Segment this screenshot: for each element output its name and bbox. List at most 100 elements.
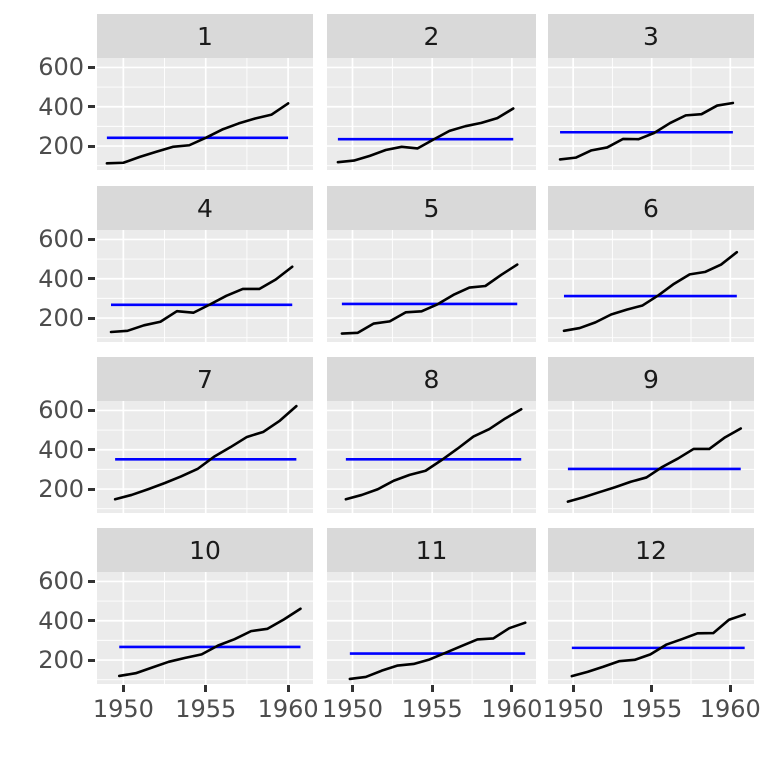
data-line bbox=[562, 250, 739, 333]
facet-strip: 11 bbox=[327, 528, 536, 572]
facet-label: 5 bbox=[423, 193, 440, 223]
y-axis-tick-label: 200 bbox=[38, 132, 84, 161]
x-axis-tick-mark bbox=[121, 685, 125, 692]
data-line bbox=[348, 621, 527, 681]
x-axis-tick-label: 1950 bbox=[321, 695, 384, 723]
facet-panel-svg bbox=[548, 58, 754, 170]
x-axis-tick-mark bbox=[728, 685, 732, 692]
facet-strip: 1 bbox=[97, 14, 313, 58]
facet-strip: 7 bbox=[97, 357, 313, 401]
x-axis-tick-label: 1960 bbox=[699, 695, 761, 723]
facet-label: 11 bbox=[415, 535, 448, 565]
facet-panel-svg bbox=[548, 230, 754, 342]
y-axis-tick-mark bbox=[88, 408, 95, 412]
y-axis-tick-mark bbox=[88, 237, 95, 241]
facet-panel-svg bbox=[327, 230, 536, 342]
y-axis-tick-label: 200 bbox=[38, 475, 84, 504]
data-line bbox=[109, 265, 294, 334]
data-line bbox=[566, 427, 743, 503]
y-axis-tick-mark bbox=[88, 619, 95, 623]
y-axis-tick-label: 600 bbox=[38, 225, 84, 254]
facet-strip: 3 bbox=[548, 14, 754, 58]
facet-panel-svg bbox=[97, 230, 313, 342]
facet-cell: 7 bbox=[97, 357, 313, 513]
data-line bbox=[558, 101, 735, 161]
facet-label: 10 bbox=[189, 535, 221, 565]
y-axis-tick-label: 200 bbox=[38, 646, 84, 675]
x-axis-tick-mark bbox=[351, 685, 354, 692]
facet-cell: 4 bbox=[97, 186, 313, 342]
facet-label: 12 bbox=[635, 535, 667, 565]
y-axis-tick-mark bbox=[88, 448, 95, 452]
y-axis-tick-mark bbox=[88, 277, 95, 281]
x-axis-tick-mark bbox=[571, 685, 575, 692]
data-line bbox=[570, 613, 746, 678]
facet-label: 9 bbox=[643, 364, 659, 394]
y-axis-tick-mark bbox=[88, 579, 95, 583]
facet-strip: 8 bbox=[327, 357, 536, 401]
facet-strip: 12 bbox=[548, 528, 754, 572]
data-line bbox=[113, 404, 298, 501]
facet-panel-svg bbox=[97, 572, 313, 684]
facet-panel-svg bbox=[327, 58, 536, 170]
y-axis-tick-label: 600 bbox=[38, 567, 84, 596]
facet-panel-svg bbox=[327, 572, 536, 684]
facet-strip: 2 bbox=[327, 14, 536, 58]
y-axis-tick-mark bbox=[88, 144, 95, 148]
data-line bbox=[105, 102, 290, 165]
x-axis-tick-label: 1955 bbox=[621, 695, 683, 723]
x-axis-tick-label: 1960 bbox=[481, 695, 543, 723]
facet-strip: 10 bbox=[97, 528, 313, 572]
facet-cell: 12 bbox=[548, 528, 754, 684]
facet-cell: 9 bbox=[548, 357, 754, 513]
x-axis-tick-label: 1950 bbox=[542, 695, 604, 723]
x-axis-tick-mark bbox=[286, 685, 290, 692]
y-axis-tick-label: 400 bbox=[38, 92, 84, 121]
x-axis-tick-mark bbox=[204, 685, 208, 692]
y-axis-tick-label: 600 bbox=[38, 53, 84, 82]
facet-label: 6 bbox=[643, 193, 659, 223]
facet-panel-svg bbox=[97, 401, 313, 513]
facet-panel-svg bbox=[548, 572, 754, 684]
facet-label: 3 bbox=[643, 21, 659, 51]
facet-cell: 6 bbox=[548, 186, 754, 342]
x-axis-tick-label: 1955 bbox=[401, 695, 463, 723]
x-axis-tick-mark bbox=[650, 685, 654, 692]
y-axis-tick-mark bbox=[88, 658, 95, 662]
data-line bbox=[117, 607, 302, 678]
y-axis-tick-label: 600 bbox=[38, 396, 84, 425]
facet-strip: 5 bbox=[327, 186, 536, 230]
facet-cell: 8 bbox=[327, 357, 536, 513]
facet-label: 7 bbox=[197, 364, 213, 394]
facet-cell: 1 bbox=[97, 14, 313, 170]
y-axis-tick-mark bbox=[88, 316, 95, 320]
facet-cell: 3 bbox=[548, 14, 754, 170]
y-axis-tick-mark bbox=[88, 487, 95, 491]
facet-strip: 4 bbox=[97, 186, 313, 230]
x-axis-tick-label: 1960 bbox=[257, 695, 319, 723]
x-axis-tick-label: 1950 bbox=[92, 695, 154, 723]
x-axis-tick-label: 1955 bbox=[175, 695, 237, 723]
y-axis-tick-label: 200 bbox=[38, 304, 84, 333]
data-line bbox=[344, 407, 523, 501]
facet-strip: 9 bbox=[548, 357, 754, 401]
x-axis-tick-mark bbox=[430, 685, 434, 692]
y-axis-tick-label: 400 bbox=[38, 435, 84, 464]
facet-panel-svg bbox=[327, 401, 536, 513]
y-axis-tick-label: 400 bbox=[38, 606, 84, 635]
facet-cell: 5 bbox=[327, 186, 536, 342]
facet-label: 2 bbox=[423, 21, 440, 51]
facet-label: 4 bbox=[197, 193, 213, 223]
facet-label: 8 bbox=[423, 364, 440, 394]
facet-panel-svg bbox=[97, 58, 313, 170]
facet-cell: 2 bbox=[327, 14, 536, 170]
facet-cell: 11 bbox=[327, 528, 536, 684]
y-axis-tick-label: 400 bbox=[38, 264, 84, 293]
facet-strip: 6 bbox=[548, 186, 754, 230]
y-axis-tick-mark bbox=[88, 65, 95, 69]
facet-panel-svg bbox=[548, 401, 754, 513]
data-line bbox=[340, 263, 519, 335]
facet-cell: 10 bbox=[97, 528, 313, 684]
facet-label: 1 bbox=[197, 21, 213, 51]
